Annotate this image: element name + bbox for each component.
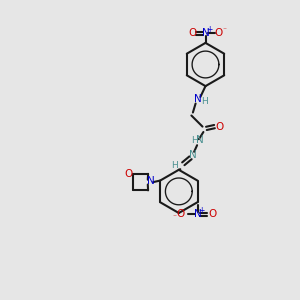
Text: N: N	[196, 135, 203, 146]
Text: O: O	[176, 209, 184, 219]
Text: ⁻: ⁻	[223, 26, 227, 35]
Text: N: N	[202, 28, 209, 38]
Text: O: O	[124, 169, 132, 179]
Text: H: H	[191, 136, 198, 145]
Text: O: O	[216, 122, 224, 132]
Text: ⁻: ⁻	[172, 213, 176, 222]
Text: +: +	[206, 25, 213, 34]
Text: N: N	[194, 209, 201, 219]
Text: H: H	[172, 161, 178, 170]
Text: O: O	[208, 209, 217, 219]
Text: O: O	[189, 28, 197, 38]
Text: N: N	[147, 176, 154, 187]
Text: N: N	[194, 94, 202, 104]
Text: +: +	[198, 206, 205, 215]
Text: N: N	[189, 150, 197, 161]
Text: O: O	[214, 28, 222, 38]
Text: H: H	[201, 98, 208, 106]
